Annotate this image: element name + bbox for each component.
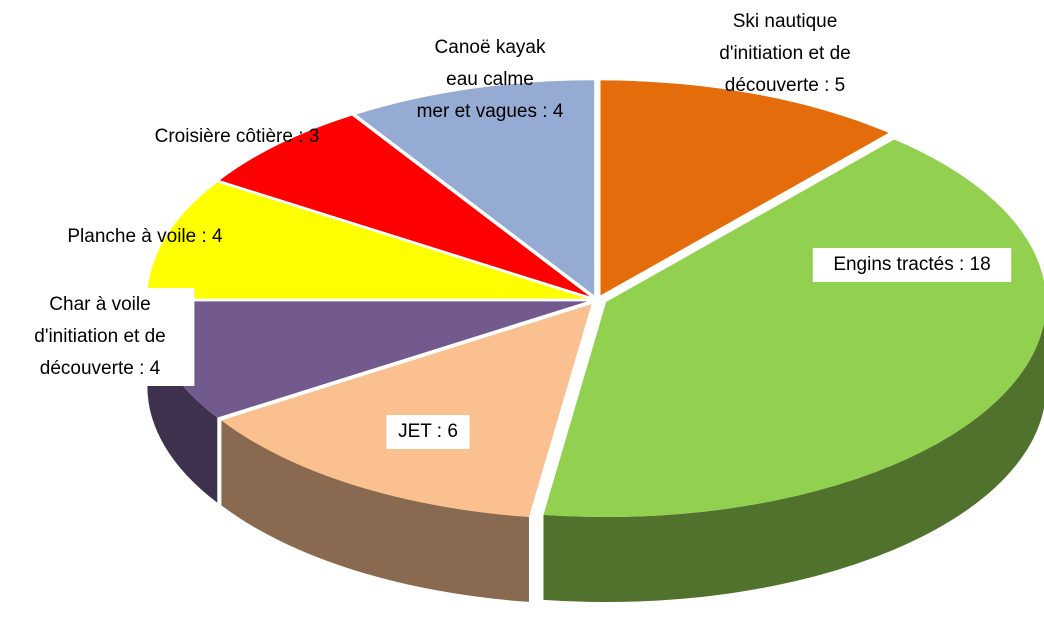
- label-line: Croisière côtière : 3: [155, 126, 320, 147]
- slice: [543, 139, 1044, 518]
- slice: [147, 182, 588, 299]
- data-label: Croisière côtière : 3: [155, 126, 320, 147]
- slice-side: [221, 420, 529, 602]
- label-line: mer et vagues : 4: [417, 101, 564, 122]
- label-box: [5, 288, 195, 386]
- label-line: Planche à voile : 4: [67, 226, 223, 247]
- label-line: Engins tractés : 18: [833, 254, 990, 275]
- label-line: Canoë kayak: [435, 37, 546, 58]
- label-line: eau calme: [446, 69, 534, 90]
- slice-side: [147, 301, 218, 503]
- label-line: découverte : 5: [725, 75, 845, 96]
- label-box: [812, 248, 1012, 282]
- slice-side-shade: [221, 420, 529, 602]
- label-line: Char à voile: [49, 294, 150, 315]
- slice-side: [543, 322, 1044, 603]
- slice: [219, 115, 590, 297]
- slice-side-shade: [147, 301, 218, 503]
- data-label: Planche à voile : 4: [67, 226, 223, 247]
- label-line: Ski nautique: [733, 11, 838, 32]
- data-label: Canoë kayak eau calme mer et vagues : 4: [417, 37, 564, 122]
- slice: [600, 80, 889, 296]
- label-box: [386, 415, 470, 449]
- data-label: JET : 6: [386, 415, 470, 449]
- slice: [147, 301, 588, 418]
- data-label: Char à voile d'initiation et de découverte…: [5, 288, 195, 386]
- label-line: d'initiation et de: [719, 43, 850, 64]
- data-label: Ski nautique d'initiation et de découverte…: [719, 11, 850, 96]
- data-label: Engins tractés : 18: [812, 248, 1012, 282]
- label-line: JET : 6: [398, 421, 458, 442]
- slice: [221, 304, 592, 517]
- label-line: d'initiation et de: [34, 326, 165, 347]
- slice: [356, 80, 595, 296]
- label-line: découverte : 4: [40, 358, 161, 379]
- slice-side-shade: [543, 322, 1044, 603]
